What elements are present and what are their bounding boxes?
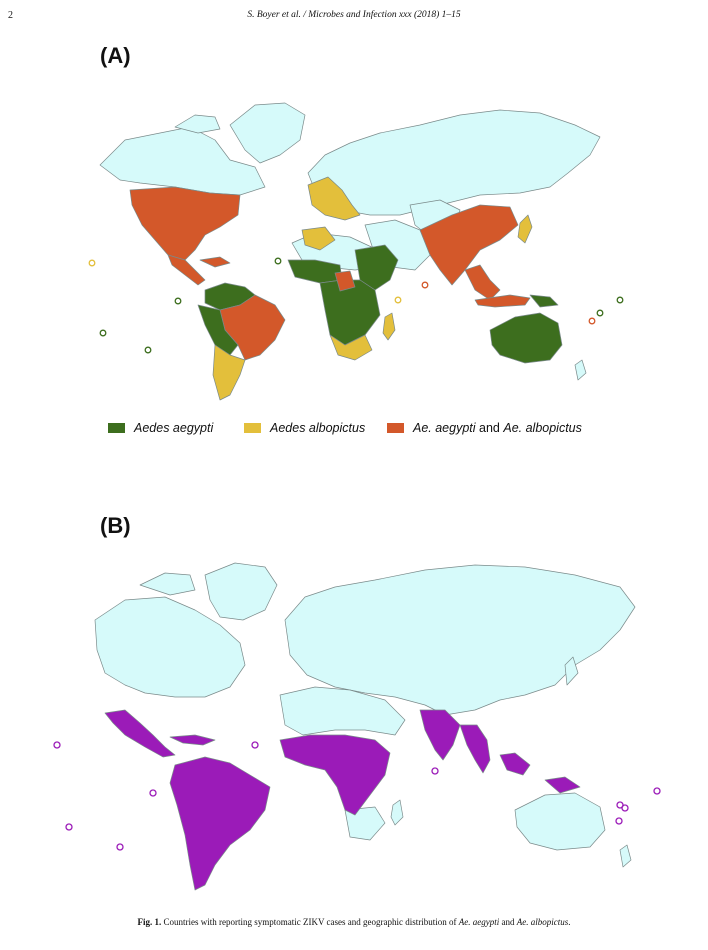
legend-item-aegypti: Aedes aegypti (108, 421, 213, 435)
greenland (229, 102, 306, 164)
arctic-islands (139, 572, 196, 596)
legend-item-albopictus: Aedes albopictus (244, 421, 365, 435)
indonesia (499, 752, 531, 776)
southeast-asia (459, 724, 491, 774)
new-zealand (574, 359, 587, 381)
island-markers (88, 257, 624, 354)
legend-label-aegypti: Aedes aegypti (134, 421, 214, 435)
madagascar (390, 799, 404, 826)
indonesia (474, 294, 531, 308)
new-zealand (619, 844, 632, 868)
south-america (169, 756, 271, 891)
running-head: S. Boyer et al. / Microbes and Infection… (247, 10, 461, 20)
argentina (212, 344, 246, 401)
caption-text-a: Countries with reporting symptomatic ZIK… (161, 917, 459, 927)
australia (489, 312, 563, 364)
cameroon-orange (334, 270, 356, 292)
legend-swatch-orange (387, 423, 404, 433)
mexico (104, 709, 176, 758)
legend-item-both: Ae. aegypti and Ae. albopictus (387, 421, 582, 435)
map-zika-cases (53, 562, 661, 891)
caption-text-b: and (499, 917, 517, 927)
north-africa-yellow (301, 226, 336, 251)
eurasia-north (307, 109, 601, 216)
japan (564, 656, 579, 686)
figure-caption: Fig. 1. Countries with reporting symptom… (0, 917, 708, 927)
central-america (167, 254, 206, 286)
south-africa (329, 334, 373, 361)
madagascar (382, 312, 396, 341)
legend-label-both-a: Ae. aegypti (413, 421, 476, 435)
north-africa-arabia (279, 686, 406, 736)
europe (307, 176, 361, 221)
caption-species-a: Ae. aegypti (458, 917, 500, 927)
island-markers (53, 741, 661, 851)
caribbean (199, 256, 231, 268)
arctic-islands (174, 114, 221, 134)
map-aedes-distribution (88, 102, 624, 401)
china-india (419, 204, 519, 286)
legend-swatch-yellow (244, 423, 261, 433)
central-africa (319, 279, 381, 346)
west-central-africa (279, 734, 391, 816)
legend-panel-a: Aedes aegypti Aedes albopictus Ae. aegyp… (0, 421, 708, 441)
legend-label-both-and: and (475, 421, 504, 435)
andes (197, 304, 239, 356)
caption-text-end: . (568, 917, 571, 927)
caribbean (169, 734, 216, 746)
greenland (204, 562, 278, 621)
canada-alaska (99, 126, 266, 196)
caption-species-b: Ae. albopictus (516, 917, 569, 927)
legend-label-both-b: Ae. albopictus (503, 421, 582, 435)
canada-usa (94, 596, 246, 698)
new-guinea (529, 294, 559, 308)
caption-fig-label: Fig. 1. (137, 917, 162, 927)
legend-label-albopictus: Aedes albopictus (270, 421, 366, 435)
southeast-asia (464, 264, 501, 301)
legend-swatch-green (108, 423, 125, 433)
usa-mexico (129, 186, 241, 261)
japan (517, 214, 533, 244)
australia (514, 792, 606, 851)
west-africa (287, 259, 343, 284)
india (419, 709, 461, 761)
panel-a-label: (A) (100, 43, 131, 68)
new-guinea (544, 776, 581, 794)
page-number: 2 (8, 10, 13, 21)
panel-b-label: (B) (100, 513, 131, 538)
